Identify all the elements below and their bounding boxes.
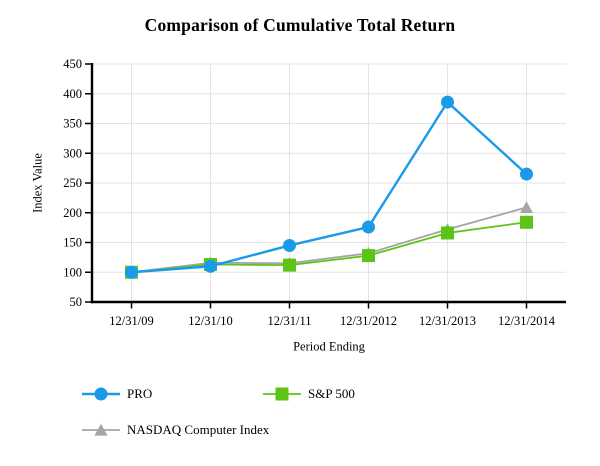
legend-label-pro: PRO: [127, 386, 153, 401]
y-tick-label: 100: [63, 265, 82, 279]
data-point-circle-12/31/10: [204, 259, 217, 273]
data-point-square-12/31/11: [283, 258, 296, 272]
legend-item-sp500: S&P 500: [263, 386, 355, 402]
data-point-circle-12/31/09: [125, 265, 138, 279]
data-point-square-12/31/2014: [520, 215, 533, 229]
data-point-square-12/31/2012: [362, 249, 375, 263]
legend-label-nasdaq: NASDAQ Computer Index: [127, 422, 270, 437]
x-axis-title: Period Ending: [293, 339, 365, 354]
x-tick-label: 12/31/11: [268, 314, 312, 328]
y-tick-label: 50: [70, 295, 83, 309]
data-point-circle-12/31/2014: [520, 167, 533, 181]
y-tick-label: 200: [63, 206, 82, 220]
legend-swatch-triangle-icon: [82, 423, 120, 436]
data-point-circle-12/31/11: [283, 238, 296, 252]
data-point-circle-12/31/2013: [441, 95, 454, 109]
x-tick-label: 12/31/09: [109, 314, 153, 328]
legend-item-pro: PRO: [82, 386, 152, 402]
legend-marker-circle: [94, 387, 108, 401]
legend-item-nasdaq: NASDAQ Computer Index: [82, 422, 269, 438]
x-tick-label: 12/31/2013: [419, 314, 476, 328]
x-tick-label: 12/31/10: [188, 314, 232, 328]
y-axis-title: Index Value: [30, 153, 45, 213]
y-tick-label: 250: [63, 176, 82, 190]
series-line-square: [131, 221, 527, 274]
chart-title: Comparison of Cumulative Total Return: [144, 15, 456, 35]
legend-swatch-circle-icon: [82, 387, 120, 401]
series-line-circle: [131, 100, 528, 274]
legend-marker-triangle: [94, 423, 108, 436]
series-line-triangle: [131, 206, 527, 274]
x-tick-label: 12/31/2014: [498, 314, 556, 328]
x-tick-label: 12/31/2012: [340, 314, 397, 328]
data-point-square-12/31/2013: [441, 226, 454, 240]
y-tick-label: 300: [63, 146, 82, 160]
y-tick-label: 450: [63, 57, 82, 71]
y-tick-label: 350: [63, 117, 82, 131]
y-tick-label: 150: [63, 236, 82, 250]
data-point-circle-12/31/2012: [362, 220, 375, 234]
y-tick-label: 400: [63, 87, 82, 101]
legend-marker-square: [275, 387, 289, 401]
data-point-triangle-12/31/2014: [519, 201, 534, 213]
legend-swatch-square-icon: [263, 387, 301, 401]
legend-label-sp500: S&P 500: [308, 386, 355, 401]
